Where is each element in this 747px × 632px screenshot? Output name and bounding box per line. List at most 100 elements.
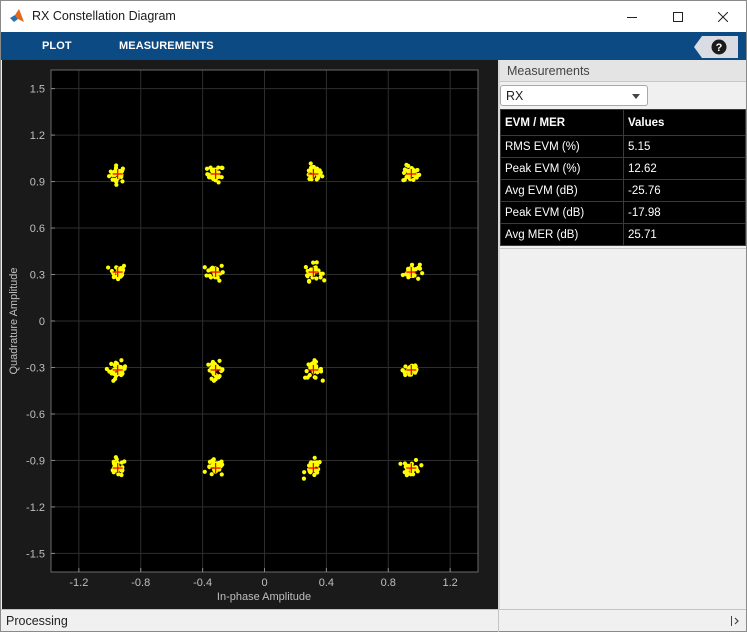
received-symbol-point	[204, 166, 210, 171]
received-symbol-point	[312, 455, 317, 460]
received-symbol-point	[415, 167, 420, 173]
close-icon	[718, 11, 728, 22]
received-symbol-point	[119, 472, 124, 478]
measurements-header: Measurements	[500, 60, 746, 82]
y-tick-label: -0.9	[26, 455, 45, 467]
row-label: Avg EVM (dB)	[500, 179, 624, 202]
received-symbol-point	[208, 275, 214, 280]
y-tick-label: 1.2	[30, 130, 45, 142]
received-symbol-point	[219, 472, 224, 477]
close-button[interactable]	[700, 1, 746, 32]
received-symbol-point	[109, 361, 114, 366]
received-symbol-point	[111, 275, 116, 280]
reference-symbol-marker	[308, 364, 319, 375]
y-tick-label: 0	[39, 316, 45, 328]
collapse-panel-icon[interactable]	[729, 615, 741, 627]
reference-symbol-marker	[406, 463, 417, 474]
received-symbol-point	[210, 458, 215, 463]
received-symbol-point	[204, 273, 209, 278]
received-symbol-point	[317, 168, 322, 173]
received-symbol-point	[304, 273, 310, 278]
received-symbol-point	[216, 174, 222, 179]
received-symbol-point	[303, 375, 308, 380]
reference-symbol-marker	[112, 463, 123, 474]
received-symbol-point	[110, 177, 115, 182]
received-symbol-point	[417, 262, 422, 267]
received-symbol-point	[220, 367, 225, 372]
tab-plot[interactable]: PLOT	[42, 40, 72, 52]
minimize-button[interactable]	[609, 1, 655, 32]
received-symbol-point	[309, 361, 314, 366]
chevron-down-icon	[632, 94, 640, 99]
received-symbol-point	[322, 278, 327, 283]
help-icon	[711, 39, 727, 55]
measurements-panel: Measurements RX EVM / MER Values RMS EVM…	[500, 60, 746, 609]
received-symbol-point	[311, 260, 316, 265]
minimize-icon	[627, 16, 637, 18]
received-symbol-point	[216, 180, 221, 185]
reference-symbol-marker	[210, 463, 221, 474]
received-symbol-point	[114, 179, 119, 184]
received-symbol-point	[122, 364, 128, 369]
x-axis-label: In-phase Amplitude	[217, 591, 311, 603]
received-symbol-point	[218, 464, 223, 469]
x-tick-label: 0	[261, 577, 267, 589]
received-symbol-point	[416, 276, 421, 281]
received-symbol-point	[318, 275, 323, 280]
received-symbol-point	[111, 378, 116, 383]
window-title: RX Constellation Diagram	[32, 9, 176, 23]
help-button[interactable]: ?	[694, 36, 738, 58]
reference-symbol-marker	[406, 364, 417, 375]
received-symbol-point	[312, 472, 317, 478]
row-label: Peak EVM (%)	[500, 157, 624, 180]
status-bar: Processing	[1, 609, 746, 632]
row-value: 25.71	[623, 223, 746, 246]
received-symbol-point	[314, 260, 319, 265]
y-tick-label: -0.3	[26, 362, 45, 374]
row-value: -17.98	[623, 201, 746, 224]
maximize-button[interactable]	[655, 1, 701, 32]
received-symbol-point	[314, 276, 319, 281]
y-tick-label: 1.5	[30, 84, 45, 96]
received-symbol-point	[210, 167, 215, 173]
y-axis-label: Quadrature Amplitude	[8, 267, 20, 374]
row-label: RMS EVM (%)	[500, 135, 624, 158]
received-symbol-point	[219, 459, 224, 464]
received-symbol-point	[405, 271, 410, 276]
x-tick-label: -0.8	[131, 577, 150, 589]
toolstrip: PLOT MEASUREMENTS ?	[1, 32, 746, 60]
tab-measurements[interactable]: MEASUREMENTS	[119, 40, 214, 52]
received-symbol-point	[318, 271, 323, 276]
row-label: Avg MER (dB)	[500, 223, 624, 246]
maximize-icon	[673, 11, 683, 22]
x-tick-label: 0.8	[381, 577, 396, 589]
reference-symbol-marker	[406, 267, 417, 278]
y-tick-label: -0.6	[26, 409, 45, 421]
y-tick-label: 0.9	[30, 177, 45, 189]
signal-dropdown-value: RX	[506, 89, 524, 103]
received-symbol-point	[217, 278, 222, 283]
received-symbol-point	[106, 265, 111, 270]
received-symbol-point	[310, 164, 316, 170]
panel-splitter[interactable]	[498, 60, 500, 609]
row-value: 5.15	[623, 135, 746, 158]
received-symbol-point	[114, 163, 119, 168]
received-symbol-point	[403, 364, 408, 369]
received-symbol-point	[114, 457, 119, 462]
x-tick-label: 1.2	[443, 577, 458, 589]
constellation-plot[interactable]: -1.2 -0.8 -0.4 0 0.4 0.8 1.2 1.5 1.2 0.9 0.6 0.3 0 -0…	[2, 60, 498, 609]
received-symbol-point	[120, 269, 125, 274]
reference-symbol-marker	[112, 267, 123, 278]
received-symbol-point	[116, 472, 121, 477]
received-symbol-point	[304, 369, 309, 374]
column-header-values: Values	[623, 109, 746, 136]
signal-dropdown[interactable]: RX	[500, 85, 648, 106]
received-symbol-point	[413, 457, 419, 463]
received-symbol-point	[400, 368, 405, 373]
received-symbol-point	[306, 172, 311, 177]
svg-text:?: ?	[716, 42, 723, 54]
received-symbol-point	[306, 279, 312, 284]
received-symbol-point	[315, 370, 320, 375]
received-symbol-point	[411, 177, 416, 182]
